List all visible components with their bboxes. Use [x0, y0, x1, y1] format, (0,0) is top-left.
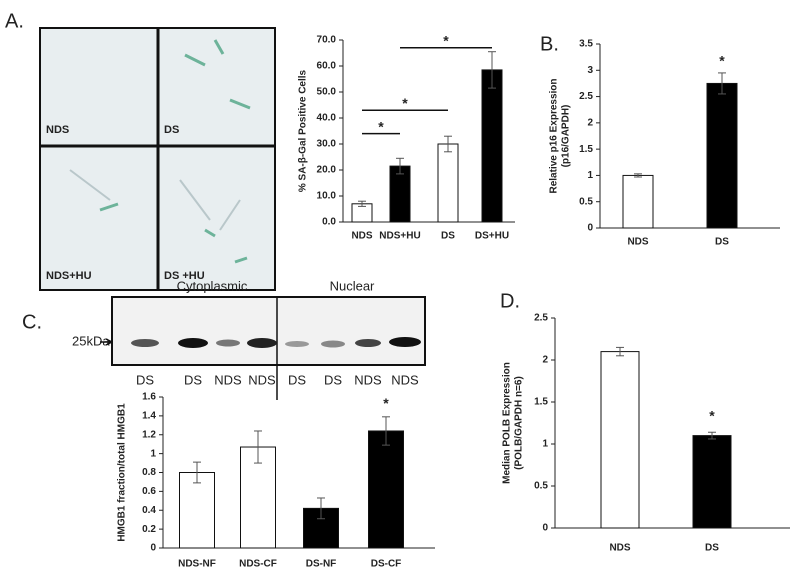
y-tick-label: 1: [542, 439, 548, 450]
y-tick-label: 3.5: [579, 39, 593, 50]
y-tick-label: 40.0: [317, 113, 337, 124]
error-bar: [382, 416, 390, 446]
y-axis-label: (p16/GAPDH): [561, 105, 572, 168]
bar: [389, 165, 411, 223]
y-tick-label: 2: [587, 117, 593, 128]
error-bar: [444, 135, 452, 153]
lane-label: NDS: [214, 372, 242, 387]
x-tick-label: DS-CF: [371, 559, 402, 570]
error-bar: [358, 200, 366, 207]
bar: [179, 472, 215, 549]
y-axis-label: HMGB1 fraction/total HMGB1: [117, 403, 128, 542]
error-bar: [396, 157, 404, 175]
x-tick-label: NDS: [351, 231, 372, 242]
micrograph-label: NDS+HU: [46, 270, 92, 282]
y-tick-label: 0.0: [322, 217, 336, 228]
y-tick-label: 1.4: [142, 411, 156, 422]
lane-label: DS: [324, 372, 342, 387]
lane-label: NDS: [248, 372, 276, 387]
x-tick-label: DS: [715, 237, 729, 248]
y-tick-label: 3: [587, 65, 593, 76]
lane-label: DS: [136, 372, 154, 387]
y-axis-label: (POLB/GAPDH n=6): [514, 376, 525, 470]
error-bar: [317, 497, 325, 520]
y-tick-label: 0.2: [142, 524, 156, 535]
micrograph-label: DS +HU: [164, 270, 205, 282]
x-tick-label: NDS-NF: [178, 559, 216, 570]
y-tick-label: 2.5: [579, 91, 593, 102]
x-tick-label: NDS: [609, 543, 630, 554]
panel-label: D.: [500, 290, 520, 312]
error-bar: [488, 51, 496, 89]
y-axis-label: Median POLB Expression: [502, 362, 513, 484]
x-tick-label: DS: [705, 543, 719, 554]
lane-label: DS: [184, 372, 202, 387]
panel-label: A.: [5, 10, 24, 32]
y-tick-label: 30.0: [317, 139, 337, 150]
y-tick-label: 0: [587, 223, 593, 234]
y-axis-label: Relative p16 Expression: [549, 78, 560, 193]
error-bar: [254, 430, 262, 464]
y-tick-label: 1: [150, 448, 156, 459]
x-tick-label: NDS+HU: [379, 231, 420, 242]
error-bar: [718, 72, 726, 95]
bar: [706, 82, 738, 229]
x-tick-label: DS+HU: [475, 231, 509, 242]
y-tick-label: 10.0: [317, 191, 337, 202]
y-tick-label: 1.2: [142, 429, 156, 440]
x-tick-label: DS-NF: [306, 559, 337, 570]
y-tick-label: 0.8: [142, 467, 156, 478]
y-tick-label: 0.5: [534, 481, 548, 492]
y-tick-label: 1: [587, 170, 593, 181]
significance-mark: *: [383, 395, 389, 411]
x-tick-label: DS: [441, 231, 455, 242]
panel-label: C.: [22, 311, 42, 333]
micrographs: NDS DS NDS+HU DS +HU: [39, 27, 276, 291]
error-bar: [708, 431, 716, 440]
significance-mark: *: [443, 33, 449, 49]
y-axis-label: % SA-β-Gal Positive Cells: [298, 69, 309, 192]
bar: [368, 430, 404, 549]
y-tick-label: 2: [542, 355, 548, 366]
bar: [437, 143, 459, 223]
y-tick-label: 20.0: [317, 165, 337, 176]
error-bar: [193, 461, 201, 484]
panel-label: B.: [540, 33, 559, 55]
x-tick-label: NDS-CF: [239, 559, 277, 570]
bar: [692, 435, 732, 529]
blot-marker: 25kDa: [72, 333, 110, 348]
lane-label: NDS: [391, 372, 419, 387]
x-tick-label: NDS: [627, 237, 648, 248]
western-blot: Cytoplasmic Nuclear 25kDa DS DS NDS NDS …: [72, 278, 426, 400]
lane-label: NDS: [354, 372, 382, 387]
y-tick-label: 1.6: [142, 392, 156, 403]
bar: [481, 69, 503, 223]
y-tick-label: 1.5: [534, 397, 548, 408]
significance-mark: *: [719, 52, 725, 68]
micrograph-label: DS: [164, 124, 179, 136]
blot-header: Cytoplasmic: [177, 278, 248, 293]
significance-mark: *: [378, 118, 384, 134]
y-tick-label: 0: [150, 543, 156, 554]
significance-mark: *: [402, 95, 408, 111]
y-tick-label: 60.0: [317, 61, 337, 72]
y-tick-label: 0.6: [142, 486, 156, 497]
y-tick-label: 0.4: [142, 505, 156, 516]
blot-header: Nuclear: [330, 278, 375, 293]
y-tick-label: 0: [542, 523, 548, 534]
y-tick-label: 2.5: [534, 313, 548, 324]
significance-mark: *: [709, 408, 715, 424]
bar: [240, 446, 276, 549]
error-bar: [634, 173, 642, 178]
bar: [622, 174, 654, 229]
y-tick-label: 0.5: [579, 196, 593, 207]
micrograph-label: NDS: [46, 124, 69, 136]
y-tick-label: 70.0: [317, 35, 337, 46]
bar: [600, 351, 640, 529]
y-tick-label: 1.5: [579, 144, 593, 155]
error-bar: [616, 346, 624, 357]
y-tick-label: 50.0: [317, 87, 337, 98]
lane-label: DS: [288, 372, 306, 387]
